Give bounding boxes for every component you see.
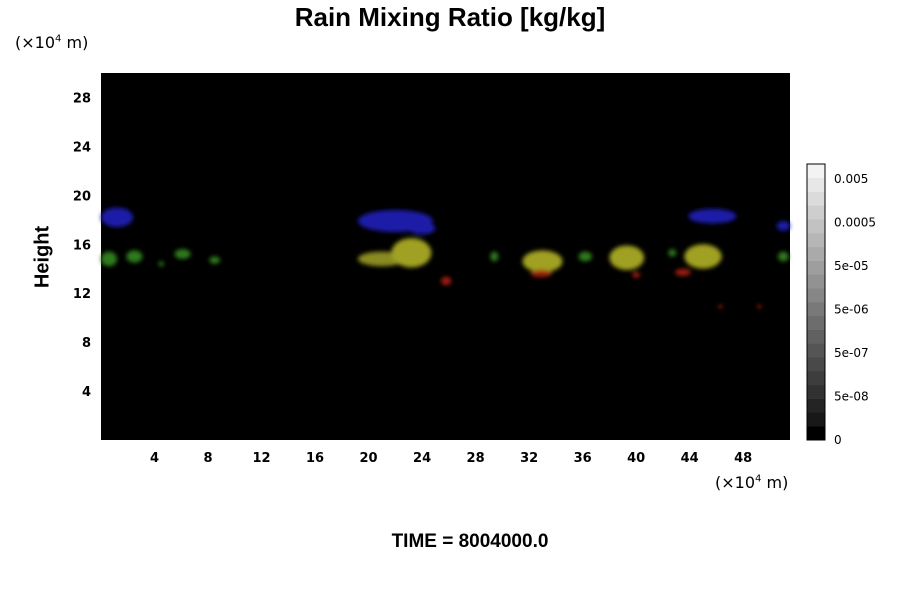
y-tick-label: 8 — [82, 336, 91, 351]
colorbar-segment — [807, 191, 825, 206]
rain-feature — [522, 250, 563, 273]
colorbar-segment — [807, 246, 825, 261]
y-tick-label: 24 — [73, 140, 91, 155]
colorbar-label: 0.005 — [834, 172, 868, 186]
chart-title: Rain Mixing Ratio [kg/kg] — [294, 2, 606, 32]
time-label: TIME = 8004000.0 — [391, 531, 549, 552]
colorbar-segment — [807, 329, 825, 344]
y-tick-label: 20 — [73, 189, 91, 204]
rain-feature — [776, 221, 790, 231]
rain-feature — [209, 256, 221, 264]
colorbar-segment — [807, 177, 825, 192]
x-tick-label: 36 — [574, 451, 592, 466]
rain-feature — [126, 250, 143, 263]
x-tick-label: 16 — [306, 451, 324, 466]
y-tick-label: 4 — [82, 385, 91, 400]
rain-feature — [490, 251, 499, 262]
colorbar-segment — [807, 219, 825, 234]
rain-feature — [391, 238, 432, 268]
colorbar-segment — [807, 315, 825, 330]
rain-feature — [777, 251, 789, 262]
rain-feature — [609, 245, 645, 270]
rain-feature — [101, 251, 118, 267]
colorbar-label: 0 — [834, 433, 842, 447]
x-tick-label: 48 — [734, 451, 752, 466]
x-tick-label: 12 — [252, 451, 270, 466]
colorbar-segment — [807, 371, 825, 386]
x-tick-label: 44 — [681, 451, 699, 466]
rain-feature — [440, 276, 452, 286]
colorbar-segment — [807, 164, 825, 179]
rain-feature — [668, 249, 677, 257]
colorbar-frame — [806, 163, 826, 441]
rain-feature — [718, 304, 723, 309]
colorbar-segment — [807, 426, 825, 441]
plot-area — [101, 73, 790, 440]
y-axis-unit: (×104 m) — [15, 33, 89, 52]
x-tick-label: 20 — [360, 451, 378, 466]
rain-feature — [101, 207, 134, 228]
y-tick-label: 12 — [73, 287, 91, 302]
colorbar-segment — [807, 288, 825, 303]
colorbar-segment — [807, 398, 825, 413]
colorbar-segment — [807, 205, 825, 220]
rain-feature — [688, 208, 737, 224]
rain-feature — [408, 222, 436, 235]
rain-feature — [674, 268, 691, 277]
colorbar-segment — [807, 357, 825, 372]
x-tick-label: 28 — [467, 451, 485, 466]
rain-feature — [174, 249, 191, 259]
colorbar-segment — [807, 233, 825, 248]
rain-feature — [530, 269, 552, 278]
colorbar-segment — [807, 260, 825, 275]
x-tick-label: 24 — [413, 451, 431, 466]
y-tick-label: 16 — [73, 238, 91, 253]
colorbar-segment — [807, 274, 825, 289]
rain-feature — [757, 304, 762, 309]
rain-feature — [578, 251, 592, 262]
x-axis-unit: (×104 m) — [715, 473, 789, 492]
rain-feature — [684, 244, 722, 269]
colorbar-segment — [807, 384, 825, 399]
colorbar-label: 5e-08 — [834, 390, 869, 404]
rain-feature — [158, 261, 164, 267]
colorbar-segment — [807, 412, 825, 427]
x-tick-label: 4 — [150, 451, 159, 466]
y-tick-label: 28 — [73, 91, 91, 106]
x-tick-label: 32 — [520, 451, 538, 466]
x-tick-label: 8 — [204, 451, 213, 466]
colorbar-label: 5e-05 — [834, 259, 869, 273]
colorbar-segment — [807, 302, 825, 317]
colorbar-label: 0.0005 — [834, 216, 876, 230]
colorbar-label: 5e-07 — [834, 346, 869, 360]
rain-feature — [632, 271, 641, 278]
colorbar-segment — [807, 343, 825, 358]
x-tick-label: 40 — [627, 451, 645, 466]
colorbar-label: 5e-06 — [834, 303, 869, 317]
